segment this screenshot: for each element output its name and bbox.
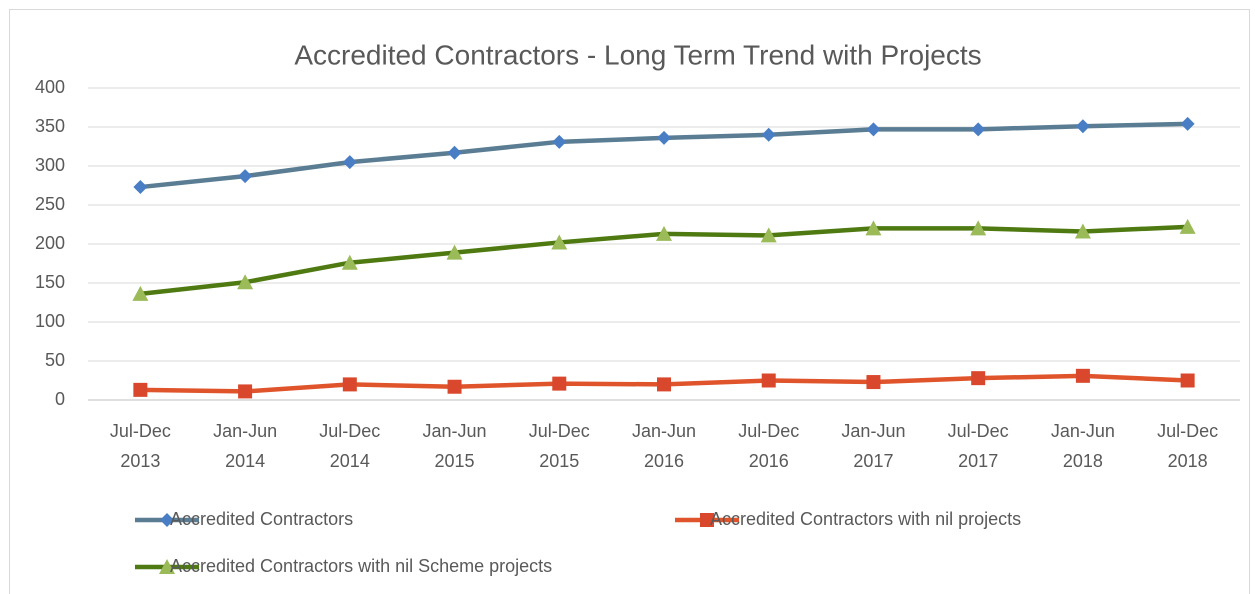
data-point	[551, 234, 568, 250]
x-tick-label: Jan-Jun 2018	[1051, 421, 1115, 471]
data-point	[552, 134, 567, 149]
y-tick-label: 200	[35, 233, 65, 253]
x-tick-label: Jul-Dec 2015	[529, 421, 590, 471]
data-point	[1180, 373, 1195, 388]
legend-label: Accredited Contractors with nil projects	[710, 509, 1021, 529]
data-point	[237, 274, 254, 290]
data-point	[760, 227, 777, 243]
data-point	[1075, 119, 1090, 134]
x-tick-label: Jan-Jun 2015	[423, 421, 487, 471]
data-point	[1075, 368, 1090, 383]
x-tick-label: Jul-Dec 2017	[948, 421, 1009, 471]
data-point	[866, 122, 881, 137]
data-point	[552, 376, 567, 391]
chart-border	[9, 9, 1250, 594]
data-point	[866, 375, 881, 390]
legend-marker	[159, 559, 175, 574]
chart-title: Accredited Contractors - Long Term Trend…	[294, 39, 981, 70]
y-tick-label: 250	[35, 194, 65, 214]
x-tick-label: Jan-Jun 2017	[841, 421, 905, 471]
data-point	[238, 169, 253, 184]
data-point	[761, 373, 776, 388]
data-point	[761, 127, 776, 142]
x-tick-label: Jul-Dec 2016	[738, 421, 799, 471]
data-point	[447, 379, 462, 394]
data-point	[342, 377, 357, 392]
data-point	[657, 130, 671, 145]
x-tick-label: Jul-Dec 2013	[110, 421, 171, 471]
y-tick-label: 0	[55, 389, 65, 409]
y-tick-label: 100	[35, 311, 65, 331]
data-point	[1074, 223, 1091, 239]
legend-label: Accredited Contractors	[170, 509, 353, 529]
x-tick-label: Jan-Jun 2014	[213, 421, 277, 471]
data-point	[342, 155, 357, 170]
data-point	[132, 285, 149, 301]
legend-label: Accredited Contractors with nil Scheme p…	[170, 556, 552, 576]
y-tick-label: 400	[35, 77, 65, 97]
y-tick-label: 350	[35, 116, 65, 136]
legend-marker	[160, 513, 174, 527]
data-point	[656, 225, 672, 241]
data-point	[657, 377, 671, 392]
data-point	[971, 122, 986, 137]
x-tick-label: Jul-Dec 2014	[319, 421, 380, 471]
legend-marker	[700, 513, 714, 527]
data-point	[865, 220, 882, 236]
data-point	[1179, 218, 1196, 234]
x-tick-label: Jul-Dec 2018	[1157, 421, 1218, 471]
data-point	[447, 145, 462, 160]
data-point	[341, 254, 358, 270]
data-point	[133, 382, 148, 397]
data-point	[970, 220, 987, 236]
data-point	[238, 384, 253, 399]
data-point	[446, 244, 463, 260]
y-tick-label: 300	[35, 155, 65, 175]
y-tick-label: 150	[35, 272, 65, 292]
data-point	[1180, 116, 1195, 131]
data-point	[133, 180, 148, 195]
x-tick-label: Jan-Jun 2016	[632, 421, 696, 471]
y-tick-label: 50	[45, 350, 65, 370]
data-point	[971, 371, 986, 386]
